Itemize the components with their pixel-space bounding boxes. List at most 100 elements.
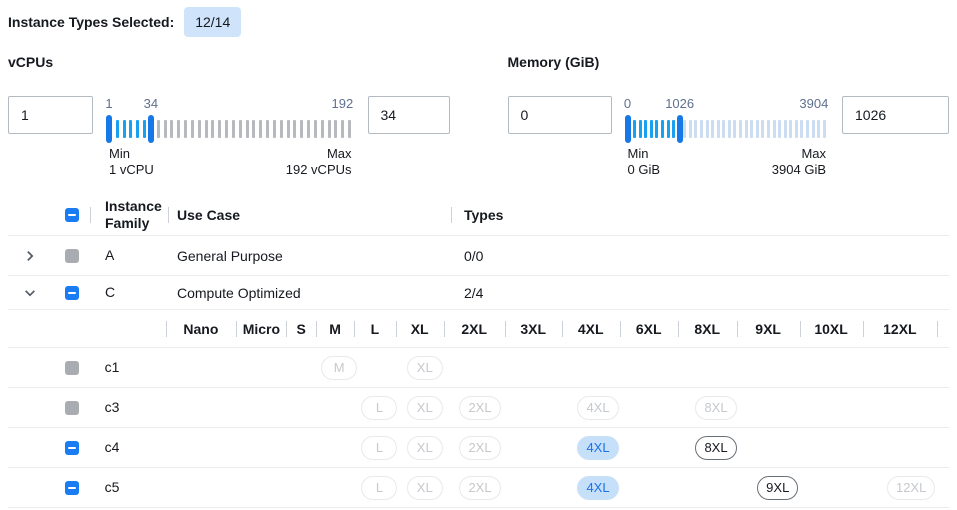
size-cell-micro <box>239 468 290 507</box>
vcpu-slider-labels: 1 34 192 <box>105 96 354 112</box>
slider-tick <box>266 120 270 138</box>
instance-name: c4 <box>104 439 120 456</box>
size-badge-c4-8xl[interactable]: 8XL <box>695 435 737 460</box>
vcpu-max-caption: Max <box>326 146 352 161</box>
slider-tick <box>307 120 311 138</box>
family-checkbox-c[interactable] <box>65 285 79 300</box>
select-cell <box>52 285 92 300</box>
slider-tick <box>143 120 147 138</box>
select-cell <box>52 248 92 263</box>
size-cell-l: L <box>359 428 401 467</box>
slider-tick <box>300 120 304 138</box>
size-column-header-9xl: 9XL <box>737 310 800 347</box>
slider-tick <box>722 120 726 138</box>
size-column-header-6xl: 6XL <box>620 310 678 347</box>
size-cell-xl: XL <box>400 468 449 507</box>
instance-row-c3: c3 L XL 2XL 4XL 8XL <box>8 388 949 428</box>
size-cell-8xl: 8XL <box>686 388 746 427</box>
chevron-right-icon[interactable] <box>23 249 37 263</box>
size-badge-c4-2xl: 2XL <box>459 435 501 460</box>
memory-max-caption: Max <box>801 146 826 161</box>
slider-tick <box>705 120 709 138</box>
size-column-header-nano: Nano <box>166 310 237 347</box>
vcpu-slider-track[interactable] <box>106 114 352 144</box>
size-cell-s <box>290 468 320 507</box>
slider-tick <box>672 120 676 138</box>
memory-min-input[interactable] <box>507 96 612 134</box>
expand-cell <box>8 249 52 263</box>
instance-row-c1: c1 M XL <box>8 348 949 388</box>
size-cell-micro <box>239 348 290 387</box>
size-cell-s <box>290 348 320 387</box>
slider-handle-high[interactable] <box>147 115 154 143</box>
slider-tick <box>156 120 160 138</box>
slider-tick <box>347 120 351 138</box>
slider-tick <box>272 120 276 138</box>
select-all-checkbox[interactable] <box>65 207 79 222</box>
slider-tick <box>231 120 235 138</box>
slider-tick <box>163 120 167 138</box>
memory-filter-title: Memory (GiB) <box>507 54 600 70</box>
slider-tick <box>334 120 338 138</box>
size-cell-micro <box>239 428 290 467</box>
vcpu-slider[interactable]: 1 34 192 Min 1 vCPU Max 192 vCPUs <box>105 96 354 178</box>
instance-name: c3 <box>104 399 120 416</box>
size-badge-c5-xl: XL <box>406 475 443 500</box>
size-cell-m <box>320 468 359 507</box>
instance-row-c5: c5 L XL 2XL 4XL 9XL 12XL <box>8 468 949 508</box>
slider-tick <box>218 120 222 138</box>
size-badge-c4-4xl[interactable]: 4XL <box>577 435 619 460</box>
size-column-header-m: M <box>316 310 354 347</box>
size-cell-6xl <box>627 468 686 507</box>
memory-max-input[interactable] <box>842 96 949 134</box>
slider-tick <box>700 120 704 138</box>
size-column-trailing-separator <box>937 310 949 347</box>
slider-handle-low[interactable] <box>106 115 112 143</box>
slider-tick <box>177 120 181 138</box>
memory-max-detail: 3904 GiB <box>771 162 826 177</box>
size-cell-l <box>359 348 401 387</box>
size-cell-3xl <box>511 348 569 387</box>
slider-tick <box>279 120 283 138</box>
slider-tick <box>744 120 748 138</box>
types-count: 0/0 <box>464 247 484 264</box>
size-column-header-10xl: 10XL <box>800 310 863 347</box>
memory-slider[interactable]: 0 1026 3904 Min 0 GiB Max 3904 GiB <box>624 96 828 178</box>
size-cell-8xl: 8XL <box>686 428 746 467</box>
slider-tick <box>129 120 133 138</box>
slider-handle-high[interactable] <box>676 115 683 143</box>
filters: vCPUs 1 34 192 Min 1 vCPU Max 192 vCPUs <box>8 54 949 178</box>
size-cell-nano <box>167 388 239 427</box>
size-badge-c5-4xl[interactable]: 4XL <box>577 475 619 500</box>
use-case: General Purpose <box>177 247 283 264</box>
slider-tick <box>204 120 208 138</box>
slider-tick <box>225 120 229 138</box>
size-cell-9xl <box>746 428 810 467</box>
slider-tick <box>822 120 826 138</box>
slider-tick <box>794 120 798 138</box>
family-row-c: C Compute Optimized 2/4 <box>8 276 949 310</box>
memory-slider-labels: 0 1026 3904 <box>624 96 828 112</box>
slider-tick <box>633 120 637 138</box>
vcpu-min-input[interactable] <box>8 96 93 134</box>
select-cell <box>52 440 92 455</box>
slider-handle-low[interactable] <box>624 115 631 143</box>
slider-tick <box>259 120 263 138</box>
instance-checkbox-c5[interactable] <box>64 480 79 495</box>
instance-checkbox-c4[interactable] <box>64 440 79 455</box>
slider-tick <box>644 120 648 138</box>
slider-tick-label: 1 <box>105 96 113 111</box>
family-row-a: A General Purpose 0/0 <box>8 236 949 276</box>
slider-tick <box>245 120 249 138</box>
memory-slider-track[interactable] <box>624 114 827 144</box>
slider-tick <box>286 120 290 138</box>
size-cell-8xl <box>686 468 746 507</box>
vcpu-max-input[interactable] <box>367 96 450 134</box>
slider-tick <box>115 120 119 138</box>
size-badge-c5-9xl[interactable]: 9XL <box>757 475 799 500</box>
chevron-down-icon[interactable] <box>23 286 37 300</box>
slider-tick-label: 192 <box>331 96 354 111</box>
vcpu-min-detail: 1 vCPU <box>109 162 154 177</box>
size-column-header-2xl: 2XL <box>444 310 505 347</box>
